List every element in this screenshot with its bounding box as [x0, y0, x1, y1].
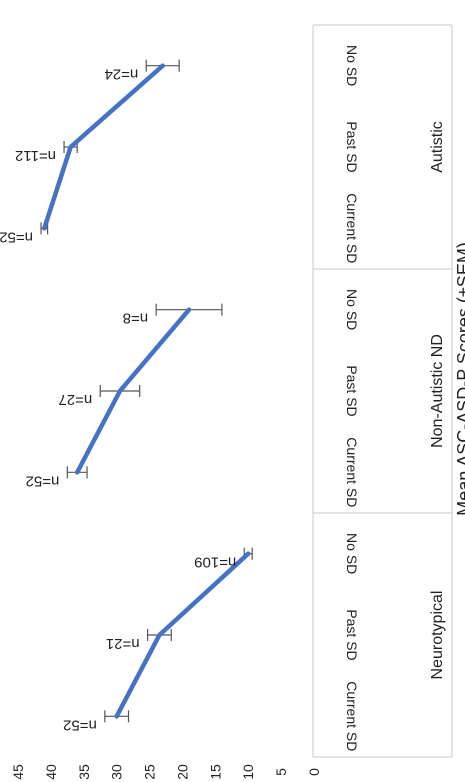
n-label: n=52 — [63, 716, 97, 733]
category-labels: Current SD Past SD No SD Current SD Past SD N… — [344, 45, 360, 751]
category-label: No SD — [344, 289, 360, 330]
y-tick-label: 30 — [109, 764, 125, 780]
series-line — [114, 551, 251, 719]
series-line — [74, 307, 192, 475]
n-label: n=526 — [0, 228, 33, 245]
y-tick-label: 20 — [174, 764, 190, 780]
y-tick-label: 40 — [43, 764, 59, 780]
series-lines — [42, 63, 251, 719]
n-label: n=8 — [123, 310, 148, 327]
category-boxes — [312, 24, 453, 758]
category-label: No SD — [344, 533, 360, 574]
series-line — [42, 63, 165, 231]
group-label: Autistic — [429, 121, 446, 173]
group-label: Neurotypical — [429, 591, 446, 680]
category-label: Current SD — [344, 681, 360, 751]
y-axis-ticks: 0 5 10 15 20 25 30 35 40 45 — [10, 764, 322, 780]
y-tick-label: 10 — [240, 764, 256, 780]
y-tick-label: 25 — [142, 764, 158, 780]
category-label: Past SD — [344, 365, 360, 416]
n-label: n=112 — [15, 147, 56, 164]
n-label: n=27 — [58, 391, 92, 408]
y-tick-label: 45 — [10, 764, 26, 780]
y-tick-label: 15 — [207, 764, 223, 780]
n-label: n=21 — [106, 635, 140, 652]
y-tick-label: 0 — [306, 768, 322, 776]
category-label: Current SD — [344, 437, 360, 507]
category-label: Past SD — [344, 609, 360, 660]
n-label: n=24 — [104, 66, 138, 83]
n-label: n=109 — [194, 554, 236, 571]
category-label: Current SD — [344, 193, 360, 263]
n-labels: n=52 n=21 n=109 n=52 n=27 n=8 n=526 n=112 n=24 — [0, 66, 236, 734]
y-tick-label: 5 — [273, 768, 289, 776]
group-labels: Neurotypical Non-Autistic ND Autistic — [429, 121, 446, 679]
n-label: n=52 — [26, 472, 60, 489]
category-label: No SD — [344, 45, 360, 86]
category-label: Past SD — [344, 121, 360, 172]
y-tick-label: 35 — [76, 764, 92, 780]
y-axis-title: Mean ASC-ASD-P Scores (±SEM) — [454, 242, 465, 516]
group-label: Non-Autistic ND — [429, 334, 446, 448]
